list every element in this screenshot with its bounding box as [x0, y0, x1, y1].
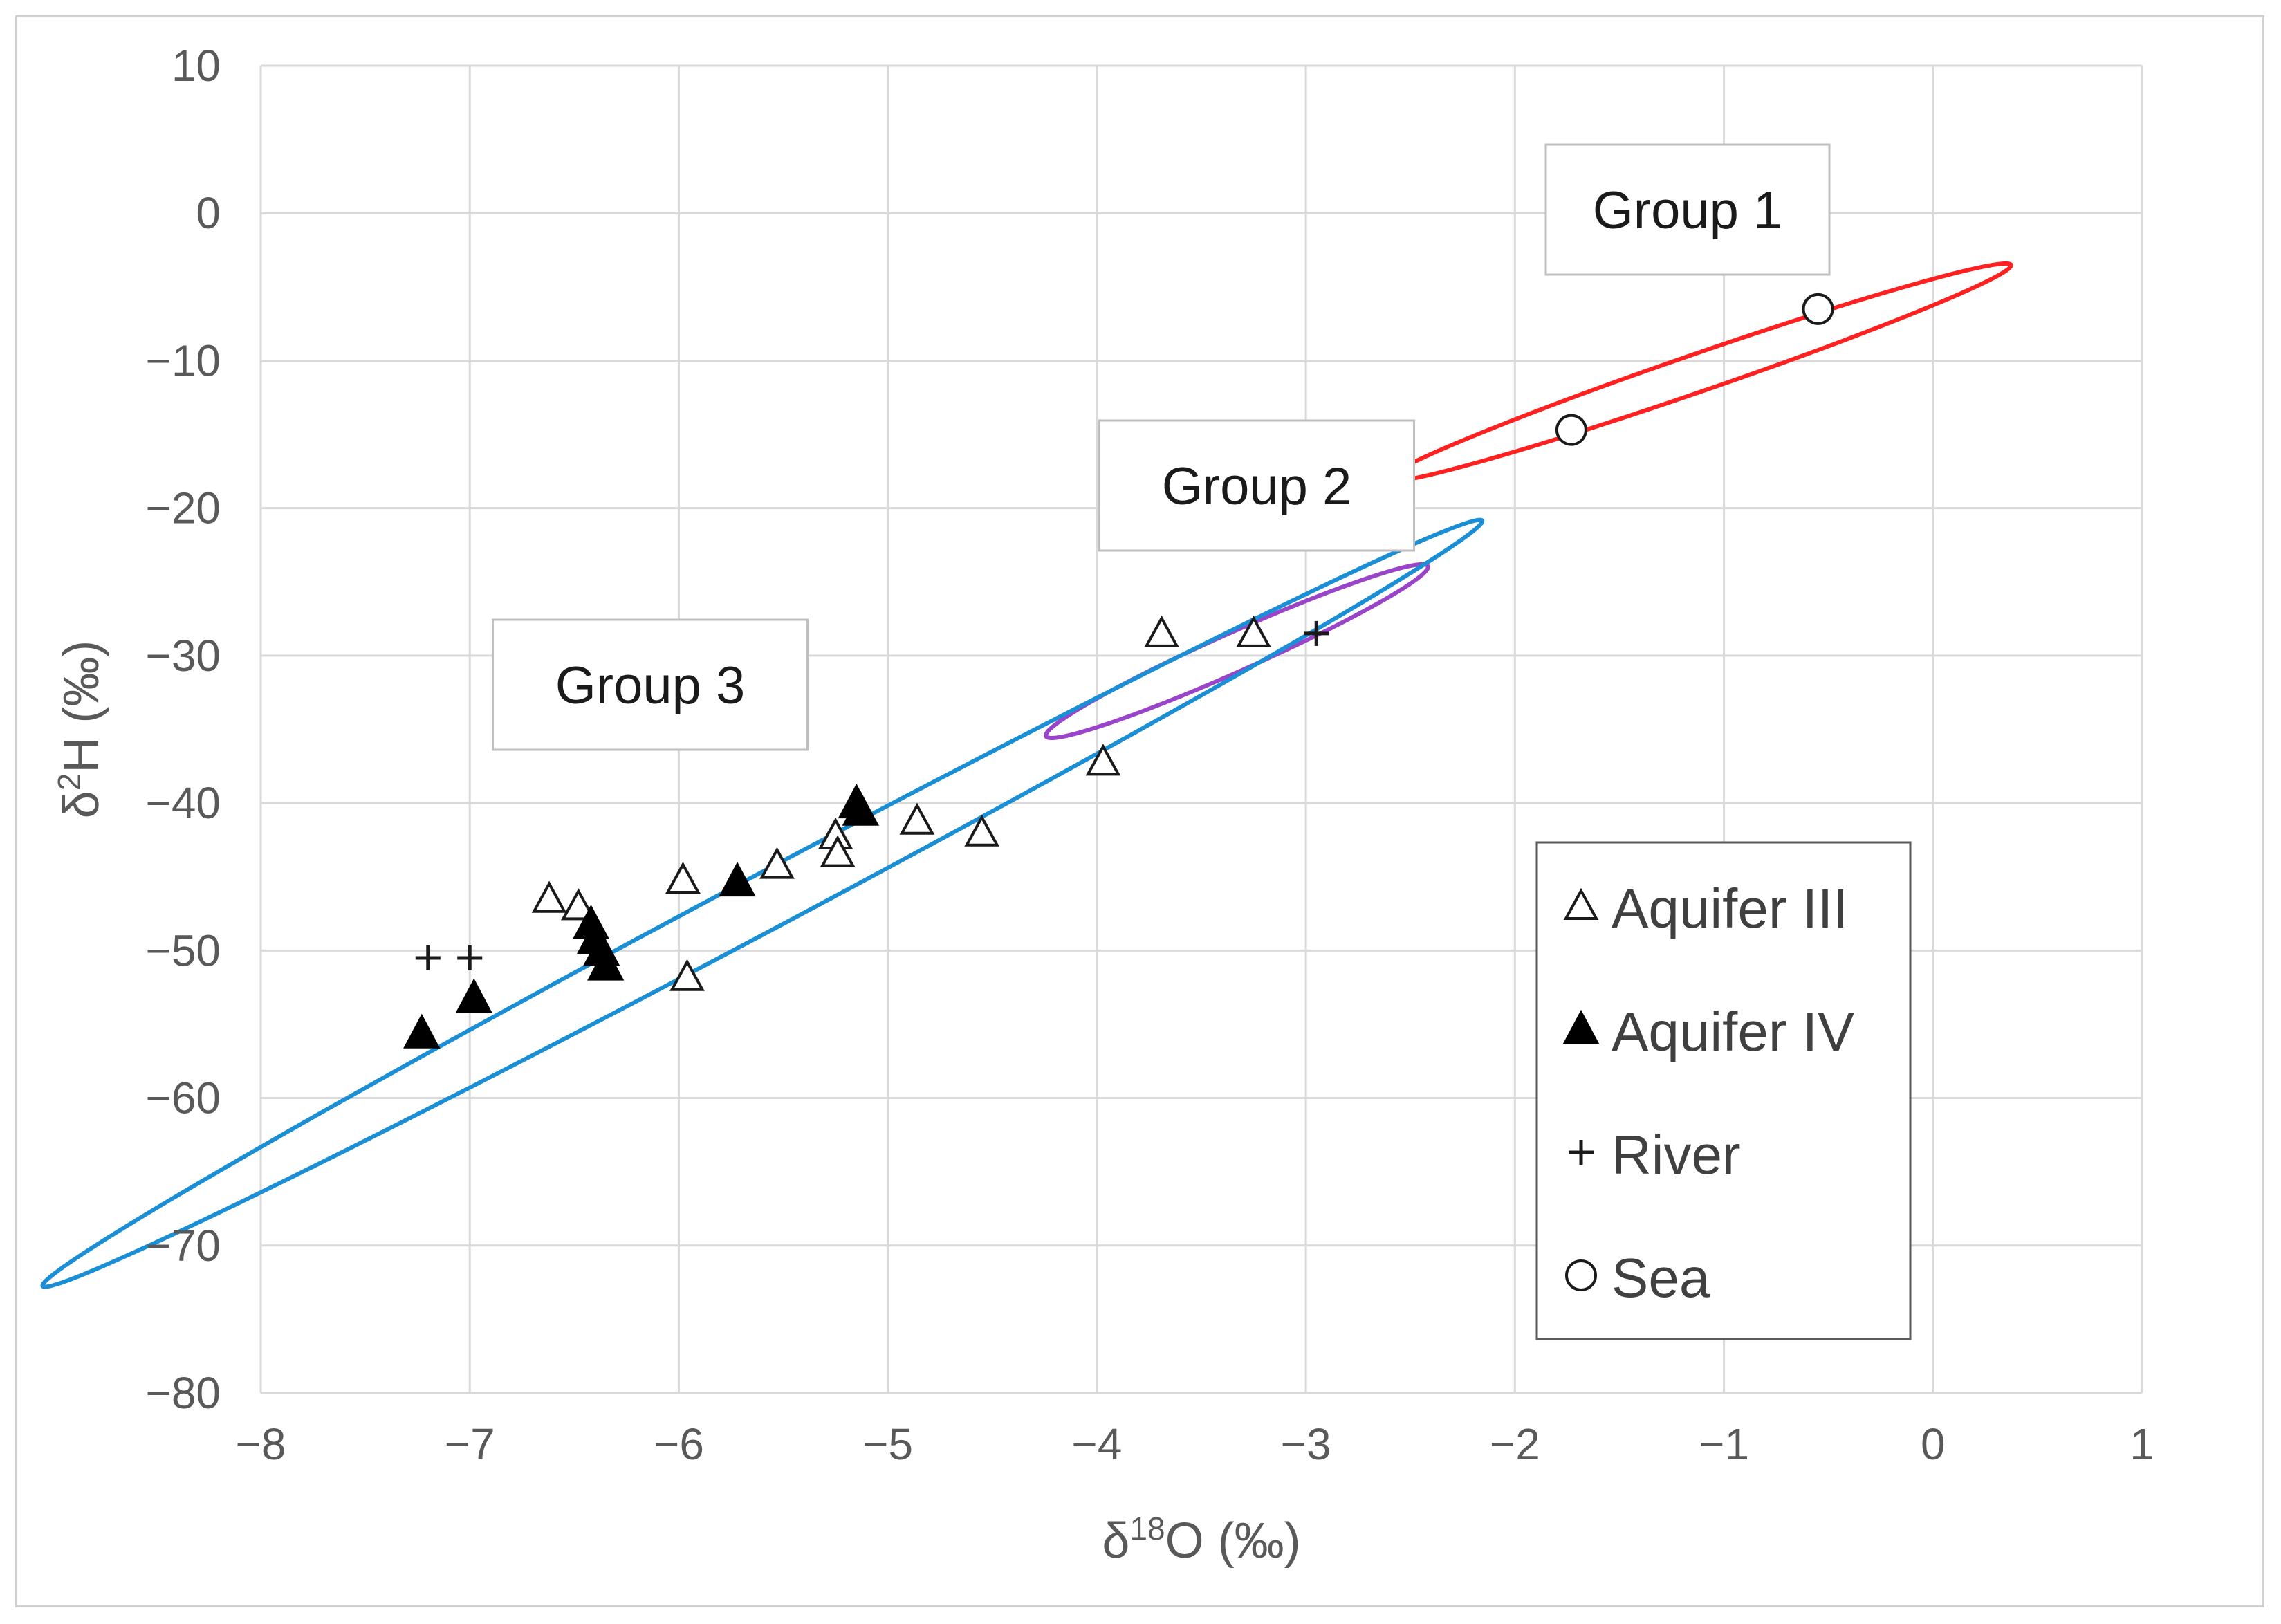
- chart-frame: [15, 15, 2264, 1607]
- y-tick-label: −30: [145, 631, 221, 681]
- river-point: [415, 945, 441, 970]
- group-ellipse: [1384, 261, 2013, 484]
- aquifer-iii-point: [1144, 615, 1179, 647]
- aquifer-iv-point: [842, 791, 880, 826]
- group-label-text: Group 3: [555, 656, 746, 715]
- aquifer-iii-point: [1085, 744, 1121, 776]
- y-tick-label: 0: [196, 188, 221, 238]
- river-point: [1304, 620, 1329, 646]
- aquifer-iii-point: [964, 814, 1000, 847]
- y-tick-label: −10: [145, 335, 221, 385]
- aquifer-iii-point: [1236, 615, 1271, 647]
- legend-aquifer-iv-icon: [1562, 1009, 1600, 1044]
- x-tick-label: −6: [654, 1419, 704, 1469]
- aquifer-iv-point: [587, 945, 625, 981]
- aquifer-iv-point: [719, 861, 756, 897]
- aquifer-iii-point: [899, 802, 935, 835]
- legend-sea-icon: [1565, 1259, 1597, 1291]
- aquifer-iv-point: [403, 1013, 441, 1049]
- river-point: [457, 945, 483, 970]
- y-tick-label: 10: [172, 41, 221, 91]
- aquifer-iii-point: [665, 861, 701, 894]
- aquifer-iii-point: [759, 847, 795, 879]
- y-tick-label: −40: [145, 778, 221, 828]
- legend: Aquifer III Aquifer IV River Sea: [1535, 841, 1912, 1340]
- x-tick-label: 1: [2130, 1419, 2154, 1469]
- group-label-box: [492, 618, 809, 751]
- legend-box: [1535, 841, 1912, 1340]
- aquifer-iv-point: [455, 978, 492, 1013]
- legend-aquifer-iv-label: Aquifer IV: [1612, 1001, 1855, 1062]
- group-label-text: Group 2: [1162, 457, 1352, 516]
- y-axis-title-symbol: δ: [54, 791, 109, 818]
- group-label-text: Group 1: [1593, 181, 1783, 240]
- y-axis-title-rest: H (‰): [54, 640, 109, 773]
- x-axis-title-symbol: δ: [1102, 1513, 1129, 1569]
- y-tick-label: −70: [145, 1221, 221, 1271]
- x-tick-label: −1: [1699, 1419, 1749, 1469]
- y-axis-title-superscript: 2: [51, 773, 87, 791]
- aquifer-iii-point: [669, 959, 705, 991]
- sea-point: [1555, 414, 1587, 446]
- legend-river-label: River: [1612, 1124, 1741, 1185]
- x-axis-title-rest: O (‰): [1165, 1513, 1301, 1569]
- aquifer-iii-point: [820, 835, 856, 867]
- aquifer-iii-point: [531, 880, 567, 913]
- legend-aquifer-iii-icon: [1563, 887, 1599, 920]
- y-tick-label: −80: [145, 1368, 221, 1418]
- y-axis-title: δ2H (‰): [51, 640, 109, 819]
- x-tick-label: −4: [1071, 1419, 1122, 1469]
- aquifer-iii-point: [560, 888, 596, 921]
- x-tick-label: −5: [862, 1419, 913, 1469]
- y-tick-label: −50: [145, 925, 221, 975]
- sea-point: [1802, 293, 1834, 325]
- x-tick-label: −8: [236, 1419, 286, 1469]
- x-tick-label: −2: [1490, 1419, 1540, 1469]
- grid-lines: [259, 64, 2143, 1394]
- legend-sea-label: Sea: [1612, 1247, 1710, 1309]
- tick-labels: −8 −7 −6 −5 −4 −3 −2 −1 0 1100−10−20−30−40−50−60−…: [145, 41, 2154, 1469]
- y-tick-label: −20: [145, 483, 221, 533]
- group-labels: Group 1 Group 2 Group 3: [492, 143, 1831, 751]
- y-tick-label: −60: [145, 1073, 221, 1123]
- group-label-box: [1544, 143, 1831, 276]
- x-tick-label: −3: [1281, 1419, 1331, 1469]
- legend-river-icon: [1569, 1140, 1594, 1165]
- group-label-box: [1098, 419, 1415, 552]
- x-tick-label: 0: [1921, 1419, 1946, 1469]
- data-points: [403, 293, 1834, 1049]
- group-ellipse: [40, 517, 1485, 1289]
- legend-aquifer-iii-label: Aquifer III: [1612, 878, 1848, 939]
- x-axis-title: δ18O (‰): [1102, 1511, 1300, 1569]
- x-axis-title-superscript: 18: [1129, 1511, 1165, 1547]
- x-tick-label: −7: [445, 1419, 495, 1469]
